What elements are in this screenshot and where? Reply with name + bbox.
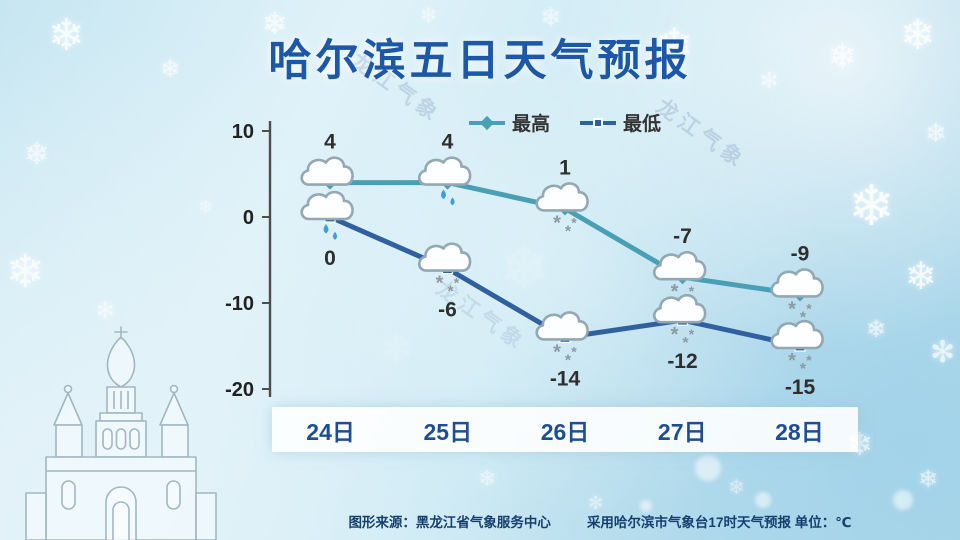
snow-icon: *** xyxy=(770,268,824,326)
x-axis-label: 26日 xyxy=(540,418,590,445)
page-title: 哈尔滨五日天气预报 xyxy=(268,37,692,85)
snow-asterisk-icon: * xyxy=(565,352,572,369)
snow-asterisk-icon: * xyxy=(447,284,454,301)
y-axis-tick-label: 10 xyxy=(232,121,254,143)
legend-high-marker-icon xyxy=(468,115,505,130)
value-label: 0 xyxy=(324,247,336,270)
bokeh-light xyxy=(640,500,652,512)
source-text: 图形来源：黑龙江省气象服务中心 xyxy=(348,515,551,530)
cloud-shape xyxy=(652,251,707,281)
snow-asterisk-icon: * xyxy=(806,300,812,316)
snow-asterisk-icon: * xyxy=(454,275,460,291)
value-label: 4 xyxy=(324,131,336,154)
footer-note: 图形来源：黑龙江省气象服务中心 采用哈尔滨市气象台17时天气预报 单位：℃ xyxy=(240,511,960,531)
cloud-shape xyxy=(417,156,472,186)
snow-asterisk-icon: * xyxy=(689,326,695,342)
cloud-shape xyxy=(300,156,354,186)
cloud-shape xyxy=(535,311,589,341)
legend-item-low: 最低 xyxy=(580,109,661,136)
snow-asterisk-icon: * xyxy=(806,352,812,368)
snow-icon: *** xyxy=(535,311,589,369)
cloud-shape xyxy=(770,268,824,298)
y-axis-tick-label: 0 xyxy=(243,207,254,229)
cloud-icon xyxy=(300,156,354,186)
snow-icon: *** xyxy=(535,182,589,240)
snow-icon: *** xyxy=(417,242,472,301)
legend-low-label: 最低 xyxy=(623,114,662,135)
legend-square-icon xyxy=(593,117,603,128)
rain-icon xyxy=(300,190,354,240)
raindrop-icon xyxy=(441,189,446,200)
snow-asterisk-icon: * xyxy=(788,298,796,320)
snow-asterisk-icon: * xyxy=(436,273,444,295)
x-axis-label: 27日 xyxy=(657,418,707,445)
snow-asterisk-icon: * xyxy=(571,214,577,230)
value-label: 1 xyxy=(559,156,571,179)
x-axis-label: 25日 xyxy=(423,418,473,445)
snow-asterisk-icon: * xyxy=(565,223,572,240)
snow-icon: *** xyxy=(652,294,707,352)
value-label: -6 xyxy=(438,299,457,322)
value-label: -14 xyxy=(550,367,581,390)
snow-asterisk-icon: * xyxy=(571,343,577,359)
y-axis-tick-label: -10 xyxy=(225,293,254,315)
snow-icon: *** xyxy=(770,319,824,378)
x-axis-label: 28日 xyxy=(775,418,824,445)
value-label: -15 xyxy=(785,376,816,399)
cloud-shape xyxy=(535,182,589,212)
snow-asterisk-icon: * xyxy=(553,212,561,234)
cloud-shape xyxy=(417,242,472,272)
bokeh-light xyxy=(755,492,771,508)
x-axis-label: 24日 xyxy=(306,418,355,445)
value-label: -7 xyxy=(673,225,692,248)
legend-high-label: 最高 xyxy=(511,114,550,135)
bokeh-light xyxy=(695,455,721,481)
y-axis-tick-label: -20 xyxy=(225,379,254,401)
forecast-note-text: 采用哈尔滨市气象台17时天气预报 单位：℃ xyxy=(586,515,852,530)
snow-asterisk-icon: * xyxy=(689,283,695,299)
chart-legend: 最高 最低 xyxy=(270,109,860,136)
value-label: 4 xyxy=(442,131,454,154)
snow-asterisk-icon: * xyxy=(788,350,796,372)
x-axis-label-bar: 24日 25日 26日 27日 28日 xyxy=(272,407,858,452)
snow-asterisk-icon: * xyxy=(682,335,689,352)
snow-asterisk-icon: * xyxy=(553,341,561,363)
raindrop-icon xyxy=(323,224,329,234)
value-label: -9 xyxy=(791,242,810,265)
value-label: -12 xyxy=(667,350,697,373)
raindrop-icon xyxy=(332,231,338,240)
raindrop-icon xyxy=(450,197,455,206)
cloud-shape xyxy=(652,294,707,324)
rain-icon xyxy=(417,156,472,206)
cloud-shape xyxy=(300,190,354,221)
snow-asterisk-icon: * xyxy=(800,309,807,326)
snow-asterisk-icon: * xyxy=(800,361,807,378)
legend-low-marker-icon xyxy=(580,116,616,130)
cloud-shape xyxy=(770,319,824,350)
legend-item-high: 最高 xyxy=(468,109,550,136)
snow-asterisk-icon: * xyxy=(671,324,679,346)
bokeh-light xyxy=(893,490,913,510)
cathedral-sketch-illustration xyxy=(25,326,217,540)
snow-asterisk-icon: * xyxy=(671,281,679,303)
